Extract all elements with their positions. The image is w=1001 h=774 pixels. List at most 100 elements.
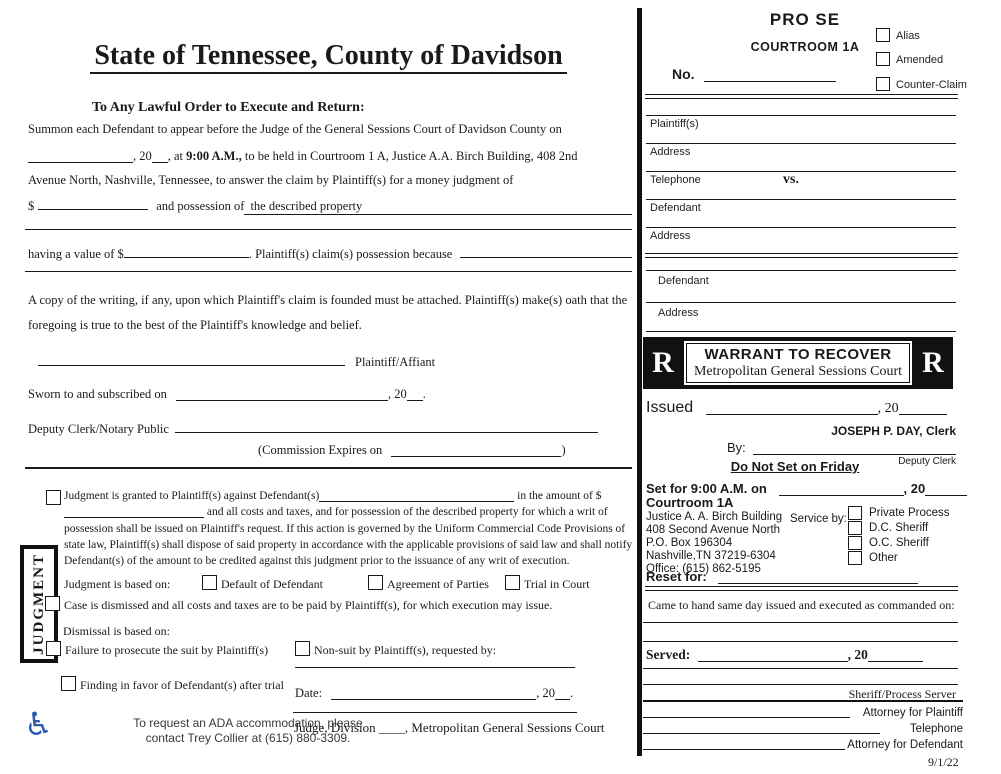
described-property-entry[interactable]: the described property <box>244 199 632 215</box>
defendants-blank[interactable] <box>319 489 515 502</box>
defendant-address-blank[interactable] <box>646 227 956 228</box>
defendant-blank[interactable] <box>646 199 956 200</box>
text: to be held in Courtroom 1 A, Justice A.A… <box>244 149 578 163</box>
issued-row: Issued , 20 <box>646 396 947 417</box>
counter-claim-label: Counter-Claim <box>896 79 967 91</box>
defendant-field-label: Defendant <box>650 202 701 214</box>
sheriff-process-server-label: Sheriff/Process Server <box>848 687 956 701</box>
rule <box>25 229 632 230</box>
amount-blank[interactable] <box>38 194 149 210</box>
court-address-line: P.O. Box 196304 <box>646 537 733 549</box>
plaintiff-blank[interactable] <box>646 115 956 116</box>
issued-date-blank[interactable] <box>705 396 878 415</box>
based-on-label: Judgment is based on: <box>64 577 171 591</box>
trial-in-court-checkbox[interactable] <box>505 575 520 590</box>
default-of-defendant-checkbox[interactable] <box>202 575 217 590</box>
reset-for-blank[interactable] <box>718 568 919 584</box>
summon-line1: Summon each Defendant to appear before t… <box>28 122 562 136</box>
issued-label: Issued <box>646 399 694 416</box>
page-title-text: State of Tennessee, County of Davidson <box>90 40 567 74</box>
rule <box>25 271 632 272</box>
sworn-date-blank[interactable] <box>176 385 388 401</box>
text: , 20 <box>133 149 152 163</box>
date-label: Date: <box>295 686 323 700</box>
based-on-row: Judgment is based on: <box>64 577 170 592</box>
telephone-blank2[interactable] <box>643 733 880 734</box>
served-year-blank[interactable] <box>867 646 923 662</box>
notary-signature-blank[interactable] <box>174 417 598 433</box>
agreement-of-parties-checkbox[interactable] <box>368 575 383 590</box>
case-number-blank[interactable] <box>704 66 837 82</box>
no-friday-note: Do Not Set on Friday <box>730 459 860 474</box>
attorney-for-defendant-label: Attorney for Defendant <box>847 739 963 751</box>
nonsuit-checkbox[interactable] <box>295 641 310 656</box>
pro-se-heading: PRO SE <box>769 10 841 29</box>
address-field-label: Address <box>650 146 691 158</box>
text: ) <box>561 443 566 457</box>
server-signature-blank[interactable] <box>643 684 958 685</box>
set-date-blank[interactable] <box>778 480 904 496</box>
year-blank[interactable] <box>554 684 570 700</box>
text: , at <box>167 149 184 163</box>
judgment-granted-checkbox[interactable] <box>46 490 61 505</box>
summon-line3: Avenue North, Nashville, Tennessee, to a… <box>28 173 514 187</box>
dollar-sign: $ <box>28 199 35 213</box>
other-service-checkbox[interactable] <box>848 551 862 565</box>
attorney-plaintiff-blank[interactable] <box>643 717 850 718</box>
because-blank[interactable] <box>460 242 632 258</box>
court-address-line: 408 Second Avenue North <box>646 524 781 536</box>
plaintiff-address-blank[interactable] <box>646 143 956 144</box>
address-field-label: Address <box>658 307 699 319</box>
issued-year-blank[interactable] <box>898 396 947 415</box>
private-process-checkbox[interactable] <box>848 506 862 520</box>
sworn-line: Sworn to and subscribed on , 20. <box>28 385 426 402</box>
affiant-label: Plaintiff/Affiant <box>355 355 436 369</box>
ada-note: To request an ADA accommodation, please … <box>62 716 434 746</box>
defendant2-blank[interactable] <box>646 270 956 271</box>
alias-checkbox[interactable] <box>876 28 890 42</box>
requested-by-blank[interactable] <box>295 667 575 668</box>
telephone-blank[interactable] <box>646 171 956 172</box>
other-service-label: Other <box>869 552 898 564</box>
case-dismissed-checkbox[interactable] <box>45 596 60 611</box>
amended-checkbox[interactable] <box>876 52 890 66</box>
date-blank[interactable] <box>28 147 133 163</box>
court-address-line: Office: (615) 862-5195 <box>646 563 761 575</box>
execution-blank[interactable] <box>643 641 958 642</box>
affiant-signature-blank[interactable] <box>38 350 345 366</box>
year-blank[interactable] <box>151 147 168 163</box>
amount-blank[interactable] <box>64 505 204 519</box>
finding-for-defendant-checkbox[interactable] <box>61 676 76 691</box>
dc-sheriff-checkbox[interactable] <box>848 521 862 535</box>
text: , 20 <box>877 401 899 416</box>
served-date-blank[interactable] <box>697 646 848 662</box>
served-blank[interactable] <box>643 668 958 669</box>
courtroom2-label: Courtroom 1A <box>646 495 734 510</box>
value-blank[interactable] <box>123 242 249 258</box>
summon-line2: , 20 , at 9:00 A.M., to be held in Courtr… <box>28 147 577 164</box>
commission-date-blank[interactable] <box>391 441 562 457</box>
execution-blank[interactable] <box>643 622 958 623</box>
date-blank[interactable] <box>331 684 537 700</box>
warrant-subtitle: Metropolitan General Sessions Court <box>693 364 903 379</box>
counter-claim-checkbox[interactable] <box>876 77 890 91</box>
clerk-name-row: JOSEPH P. DAY, Clerk <box>646 424 956 438</box>
attorney-defendant-blank[interactable] <box>643 749 845 750</box>
text: and all costs and taxes, and for possess… <box>64 506 633 568</box>
judge-signature-blank[interactable] <box>293 712 577 713</box>
failure-to-prosecute-checkbox[interactable] <box>46 641 61 656</box>
set-year-blank[interactable] <box>925 480 968 496</box>
ada-note-line1: To request an ADA accommodation, please <box>133 716 363 730</box>
year-blank[interactable] <box>406 385 423 401</box>
text: Sworn to and subscribed on <box>28 387 167 401</box>
nonsuit-label: Non-suit by Plaintiff(s), requested by: <box>314 643 497 657</box>
deputy-signature-blank[interactable] <box>753 439 957 455</box>
oc-sheriff-checkbox[interactable] <box>848 536 862 550</box>
affiant-line: Plaintiff/Affiant <box>38 350 518 370</box>
case-dismissed-label: Case is dismissed and all costs and taxe… <box>64 598 553 612</box>
column-divider <box>637 8 642 756</box>
clerk-name: JOSEPH P. DAY, <box>831 424 923 438</box>
hearing-time: 9:00 A.M., <box>186 149 242 163</box>
defendant2-address-blank[interactable] <box>646 302 956 303</box>
